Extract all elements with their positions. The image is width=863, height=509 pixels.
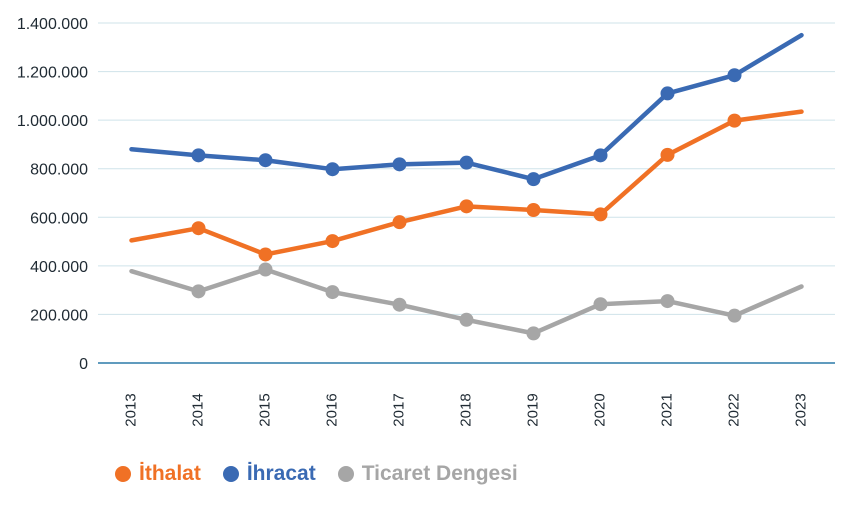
data-point	[727, 113, 742, 128]
legend-item-ticaret-dengesi: Ticaret Dengesi	[337, 462, 518, 486]
data-point	[727, 308, 742, 323]
x-tick-label: 2017	[390, 393, 407, 426]
x-tick-label: 2018	[457, 393, 474, 426]
data-point	[392, 215, 407, 230]
data-point	[593, 207, 608, 222]
legend-label-ihracat: İhracat	[246, 462, 316, 485]
legend-label-ithalat: İthalat	[139, 462, 201, 485]
data-point	[191, 221, 206, 236]
data-point	[459, 312, 474, 327]
data-point	[526, 172, 541, 187]
x-tick-label: 2020	[591, 393, 608, 426]
x-tick-label: 2015	[256, 393, 273, 426]
data-point	[593, 148, 608, 163]
series-line	[129, 109, 804, 257]
legend-marker-ticaret-dengesi	[337, 466, 354, 482]
legend-item-ihracat: İhracat	[222, 462, 316, 486]
data-point	[526, 203, 541, 217]
data-point	[459, 155, 474, 170]
y-tick-label: 800.000	[30, 162, 88, 179]
data-point	[660, 294, 675, 309]
legend: İthalat İhracat Ticaret Dengesi	[115, 462, 518, 486]
legend-marker-ithalat	[115, 466, 131, 482]
data-point	[191, 148, 206, 163]
series	[129, 32, 804, 341]
legend-label-ticaret-dengesi: Ticaret Dengesi	[361, 462, 518, 485]
series-0	[129, 109, 804, 262]
y-tick-label: 600.000	[30, 210, 88, 227]
x-axis-ticks: 2013 2014 2015 2016 2017 2018 2019 2020 2021 2022…	[122, 393, 809, 426]
y-tick-label: 400.000	[30, 259, 88, 276]
x-tick-label: 2021	[658, 393, 675, 426]
data-point	[258, 262, 273, 277]
data-point	[258, 153, 273, 168]
series-2	[129, 262, 804, 341]
data-point	[660, 86, 675, 101]
x-tick-label: 2022	[725, 393, 742, 426]
y-tick-label: 200.000	[30, 307, 88, 324]
legend-marker-ihracat	[222, 466, 239, 482]
data-point	[660, 147, 675, 162]
data-point	[258, 247, 273, 262]
data-point	[727, 68, 742, 83]
data-point	[593, 297, 608, 312]
data-point	[392, 297, 407, 312]
data-point	[325, 285, 340, 300]
x-tick-label: 2016	[323, 393, 340, 426]
y-tick-label: 0	[79, 356, 88, 373]
y-axis-ticks: 0 200.000 400.000 600.000 800.000 1.000.000 1.…	[17, 16, 88, 373]
y-tick-label: 1.200.000	[17, 65, 88, 82]
data-point	[526, 326, 541, 341]
data-point	[392, 157, 407, 172]
y-tick-label: 1.400.000	[17, 16, 88, 33]
data-point	[191, 284, 206, 299]
x-tick-label: 2019	[524, 393, 541, 426]
y-tick-label: 1.000.000	[17, 113, 88, 130]
legend-item-ithalat: İthalat	[115, 462, 201, 486]
data-point	[459, 199, 474, 214]
data-point	[325, 162, 340, 177]
x-tick-label: 2013	[122, 393, 139, 426]
series-1	[129, 32, 804, 187]
grid-lines	[98, 22, 835, 315]
data-point	[325, 234, 340, 249]
x-tick-label: 2014	[189, 393, 206, 426]
x-tick-label: 2023	[792, 393, 809, 426]
